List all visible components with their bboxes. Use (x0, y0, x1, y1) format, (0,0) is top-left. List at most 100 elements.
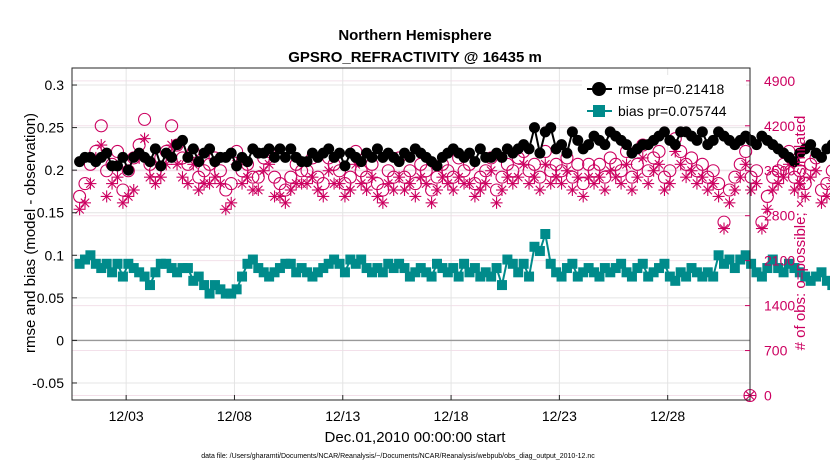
bias-point (296, 263, 307, 274)
bias-point (691, 267, 702, 278)
bias-point (486, 271, 497, 282)
bias-point (107, 267, 118, 278)
bias-point (643, 271, 654, 282)
bias-point (437, 263, 448, 274)
chart-subtitle: GPSRO_REFRACTIVITY @ 16435 m (288, 49, 542, 66)
obs-assimilated-point (658, 184, 671, 197)
bias-point (572, 271, 583, 282)
bias-point (177, 263, 188, 274)
y-axis-left: 0.3 0.25 0.2 0.15 0.1 0.05 0 -0.05 (32, 77, 77, 391)
bias-point (632, 263, 643, 274)
bias-point (697, 271, 708, 282)
obs-assimilated-point (333, 177, 346, 190)
y-tick-label: 0.3 (45, 77, 65, 93)
obs-assimilated-point (701, 184, 714, 197)
bias-point (410, 267, 421, 278)
obs-assimilated-point (452, 171, 465, 184)
obs-assimilated-point (788, 184, 801, 197)
bias-point (740, 250, 751, 261)
bias-point (556, 271, 567, 282)
obs-assimilated-point (447, 184, 460, 197)
y-tick-label: 0.05 (37, 290, 64, 306)
obs-assimilated-point (208, 171, 221, 184)
bias-point (134, 267, 145, 278)
obs-assimilated-point (317, 190, 330, 203)
rmse-point (225, 147, 237, 159)
obs-assimilated-point (225, 196, 238, 209)
obs-possible-point (706, 164, 720, 178)
obs-assimilated-point (409, 190, 422, 203)
obs-assimilated-point (425, 196, 438, 209)
rmse-point (263, 143, 275, 155)
legend-bias-marker (593, 105, 605, 117)
obs-possible-point (571, 157, 585, 171)
obs-possible-point (343, 170, 357, 184)
obs-assimilated-point (257, 164, 270, 177)
y-right-tick-label: 3500 (764, 163, 795, 179)
obs-assimilated-point (338, 190, 351, 203)
bias-point (480, 267, 491, 278)
obs-possible-point (793, 164, 807, 178)
rmse-point (583, 139, 595, 151)
bias-point (204, 288, 215, 299)
bias-point (431, 258, 442, 269)
legend-box (582, 75, 746, 125)
obs-assimilated-point (615, 177, 628, 190)
obs-possible-point (116, 183, 130, 197)
rmse-series (74, 122, 830, 176)
bias-point (90, 258, 101, 269)
obs-assimilated-point (479, 177, 492, 190)
obs-assimilated-point (176, 171, 189, 184)
y-axis-right: 4900 4200 3500 2800 2100 1400 700 0 (745, 73, 795, 404)
rmse-point (187, 143, 199, 155)
y-axis-label: rmse and bias (model - observation) (22, 113, 39, 353)
obs-assimilated-point (441, 177, 454, 190)
obs-assimilated-point (138, 132, 151, 145)
obs-possible-point (820, 177, 830, 191)
rmse-point (826, 139, 830, 150)
bias-point (719, 258, 730, 269)
obs-assimilated-point (810, 164, 823, 177)
obs-assimilated-point (393, 171, 406, 184)
rmse-point (431, 160, 443, 172)
obs-assimilated-point (631, 171, 644, 184)
obs-assimilated-point (376, 196, 389, 209)
x-tick-label: 12/08 (217, 408, 252, 424)
rmse-point (355, 156, 367, 168)
bias-point (193, 271, 204, 282)
rmse-point (122, 164, 134, 176)
obs-assimilated-point (95, 139, 108, 152)
obs-possible-point (684, 151, 699, 165)
bias-point (513, 267, 524, 278)
obs-assimilated-point (777, 171, 790, 184)
x-axis-label: Dec.01,2010 00:00:00 start (325, 429, 507, 446)
obs-assimilated-point (355, 177, 368, 190)
obs-assimilated-point (799, 190, 812, 203)
bias-point (415, 263, 426, 274)
obs-assimilated-point (647, 164, 660, 177)
x-axis: 12/03 12/08 12/13 12/18 12/23 12/28 (109, 395, 685, 424)
obs-assimilated-point (387, 184, 400, 197)
bias-point (583, 263, 594, 274)
obs-assimilated-point (761, 203, 774, 216)
rmse-point (269, 151, 281, 163)
obs-assimilated-point (241, 171, 254, 184)
legend-rmse-label: rmse pr=0.21418 (618, 81, 724, 97)
obs-possible-point (739, 144, 753, 159)
obs-assimilated-point (663, 177, 676, 190)
obs-possible-point (695, 157, 709, 171)
y-tick-label: 0.2 (45, 162, 65, 178)
bias-point (323, 258, 334, 269)
bias-point (426, 271, 437, 282)
obs-assimilated-point (528, 171, 541, 184)
bias-point (139, 271, 150, 282)
bias-point (464, 267, 475, 278)
bias-point (453, 271, 464, 282)
bias-point (751, 267, 762, 278)
obs-assimilated-point (804, 171, 817, 184)
obs-assimilated-point (284, 184, 297, 197)
rmse-point (658, 126, 670, 138)
bias-point (291, 267, 302, 278)
obs-assimilated-point (674, 158, 687, 171)
legend-bias-label: bias pr=0.075744 (618, 103, 727, 119)
